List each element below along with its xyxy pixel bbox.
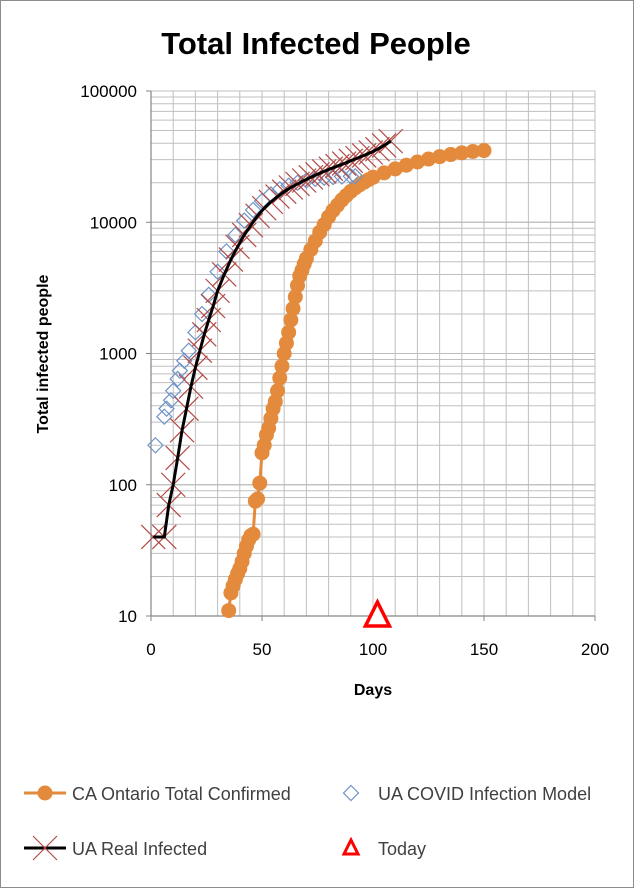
ontario-point (270, 383, 286, 399)
legend: CA Ontario Total Confirmed UA COVID Infec… (24, 784, 591, 861)
legend-swatch-circle (37, 785, 53, 801)
model-point (346, 167, 364, 185)
y-tick-label: 1000 (99, 345, 137, 364)
x-tick-label: 0 (146, 640, 155, 659)
y-tick-label: 10 (118, 607, 137, 626)
y-axis-title: Total infected people (35, 274, 52, 433)
model-point (169, 370, 186, 388)
grid-lines (150, 90, 596, 617)
legend-label: Today (378, 839, 426, 859)
x-tick-label: 50 (253, 640, 272, 659)
legend-swatch-x (32, 835, 58, 861)
legend-item-today: Today (341, 836, 426, 859)
x-tick-label: 150 (470, 640, 498, 659)
ontario-line (227, 149, 485, 611)
ontario-point (245, 526, 261, 542)
ontario-point (250, 491, 266, 507)
real-point (378, 128, 404, 154)
legend-label: CA Ontario Total Confirmed (72, 784, 291, 804)
real-line (153, 139, 392, 539)
y-tick-label: 100 (109, 476, 137, 495)
model-point (164, 382, 182, 400)
model-point (147, 436, 164, 454)
series-ua-real (140, 128, 404, 550)
chart-title: Total Infected People (161, 26, 470, 61)
tick-labels: 0 50 100 150 200 10 100 1000 10000 100000 (80, 82, 609, 659)
ontario-point (221, 603, 237, 619)
legend-swatch-triangle (341, 836, 361, 856)
x-axis-title: Days (354, 682, 392, 699)
ontario-point (274, 358, 290, 374)
ontario-point (476, 143, 492, 159)
model-point (235, 212, 253, 229)
ontario-point (281, 324, 297, 340)
y-tick-label: 100000 (80, 82, 137, 101)
model-point (209, 263, 226, 281)
legend-label: UA COVID Infection Model (378, 784, 591, 804)
legend-item-ontario: CA Ontario Total Confirmed (24, 784, 291, 804)
data-series (140, 128, 492, 628)
model-point (227, 226, 244, 244)
model-point (158, 400, 175, 418)
model-point (244, 201, 262, 219)
legend-label: UA Real Infected (72, 839, 207, 859)
y-tick-label: 10000 (90, 213, 137, 232)
legend-swatch-diamond (342, 784, 360, 802)
legend-item-model: UA COVID Infection Model (342, 784, 591, 804)
model-point (218, 243, 235, 260)
legend-item-real: UA Real Infected (24, 835, 207, 861)
series-ca-ontario (221, 143, 492, 619)
x-tick-label: 200 (581, 640, 609, 659)
series-today (362, 598, 393, 628)
model-point (180, 342, 198, 360)
ontario-point (252, 475, 268, 491)
today-point (362, 598, 393, 628)
x-tick-label: 100 (359, 640, 387, 659)
